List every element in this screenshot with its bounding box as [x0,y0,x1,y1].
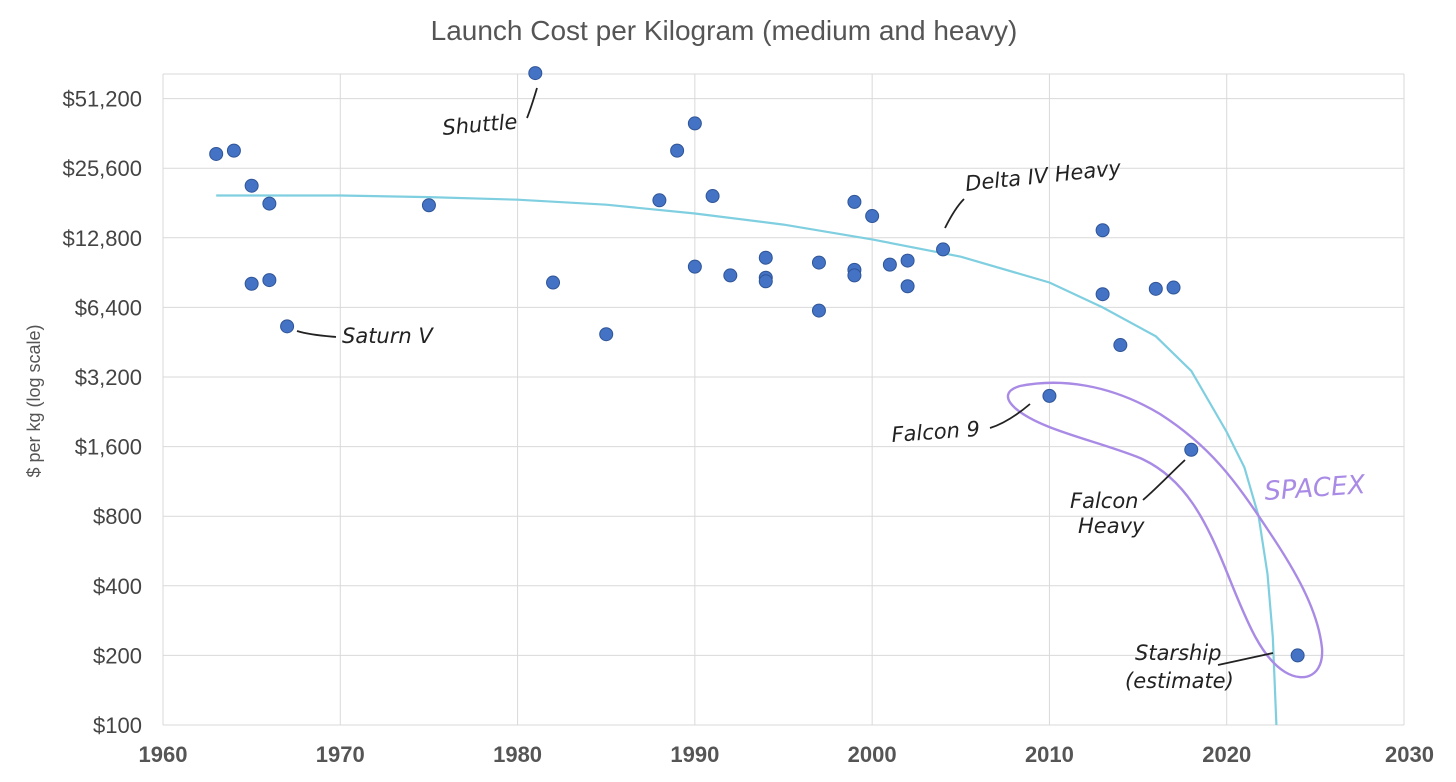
y-tick-label: $51,200 [62,87,142,112]
data-points [209,66,1305,663]
annotation-heavy: Heavy [1078,514,1145,538]
x-tick-label: 1960 [139,742,188,767]
shuttle-leader [526,87,538,119]
x-tick-label: 1970 [316,742,365,767]
data-point [528,66,543,81]
data-point [811,303,826,318]
y-tick-label: $100 [93,713,142,738]
data-point [1184,442,1199,457]
data-point [900,253,915,268]
delta-iv-heavy-leader [944,198,965,229]
y-tick-label: $800 [93,504,142,529]
data-point [687,116,702,131]
data-point [1166,280,1181,295]
trendline [216,194,1278,726]
y-tick-label: $25,600 [62,156,142,181]
data-point [687,259,702,274]
data-point [758,250,773,265]
annotation-spacex: SPACEX [1263,470,1367,507]
data-point [1095,223,1110,238]
x-tick-label: 2030 [1385,742,1434,767]
annotation-falcon: Falcon [1070,489,1139,513]
data-point [546,275,561,290]
data-point [1095,287,1110,302]
data-point [1148,281,1163,296]
data-point [865,209,880,224]
falcon-9-leader [989,403,1031,429]
data-point [882,257,897,272]
data-point [847,194,862,209]
annotation-saturn-v: Saturn V [342,324,434,348]
falcon-heavy-leader [1142,459,1186,501]
x-tick-label: 1990 [670,742,719,767]
data-point [421,198,436,213]
y-tick-label: $6,400 [75,295,142,320]
y-tick-label: $3,200 [75,365,142,390]
data-point [723,268,738,283]
data-point [1042,388,1057,403]
annotation-leaders [296,87,1274,666]
gridlines [162,73,1405,726]
data-point [936,242,951,257]
data-point [280,319,295,334]
data-point [847,268,862,283]
chart-title: Launch Cost per Kilogram (medium and hea… [431,15,1018,46]
data-point [226,143,241,158]
x-tick-label: 2000 [848,742,897,767]
data-point [900,279,915,294]
data-point [244,276,259,291]
x-tick-label: 2020 [1202,742,1251,767]
x-tick-labels: 1960 1970 1980 1990 2000 2010 2020 2030 [139,742,1434,767]
y-tick-label: $1,600 [75,435,142,460]
y-axis-label: $ per kg (log scale) [24,324,44,477]
data-point [209,146,224,161]
y-tick-label: $12,800 [62,226,142,251]
data-point [1290,648,1305,663]
data-point [1113,338,1128,353]
x-tick-label: 2010 [1025,742,1074,767]
data-point [758,274,773,289]
x-tick-label: 1980 [493,742,542,767]
y-tick-label: $400 [93,574,142,599]
data-point [811,255,826,270]
data-point [705,189,720,204]
annotation-falcon-9: Falcon 9 [891,417,981,447]
data-point [670,143,685,158]
y-tick-label: $200 [93,643,142,668]
starship-leader [1217,652,1274,666]
spacex-outline [1006,381,1324,679]
annotation-delta-iv-heavy: Delta IV Heavy [964,156,1123,196]
annotation-shuttle: Shuttle [441,110,518,140]
y-tick-labels: $100 $200 $400 $800 $1,600 $3,200 $6,400 $12,80… [62,87,142,738]
saturn-v-leader [296,330,337,338]
data-point [262,196,277,211]
data-point [599,327,614,342]
annotation-starship: Starship [1135,641,1221,665]
data-point [262,273,277,288]
annotation-estimate: (estimate) [1125,669,1234,693]
data-point [652,193,667,208]
data-point [244,178,259,193]
